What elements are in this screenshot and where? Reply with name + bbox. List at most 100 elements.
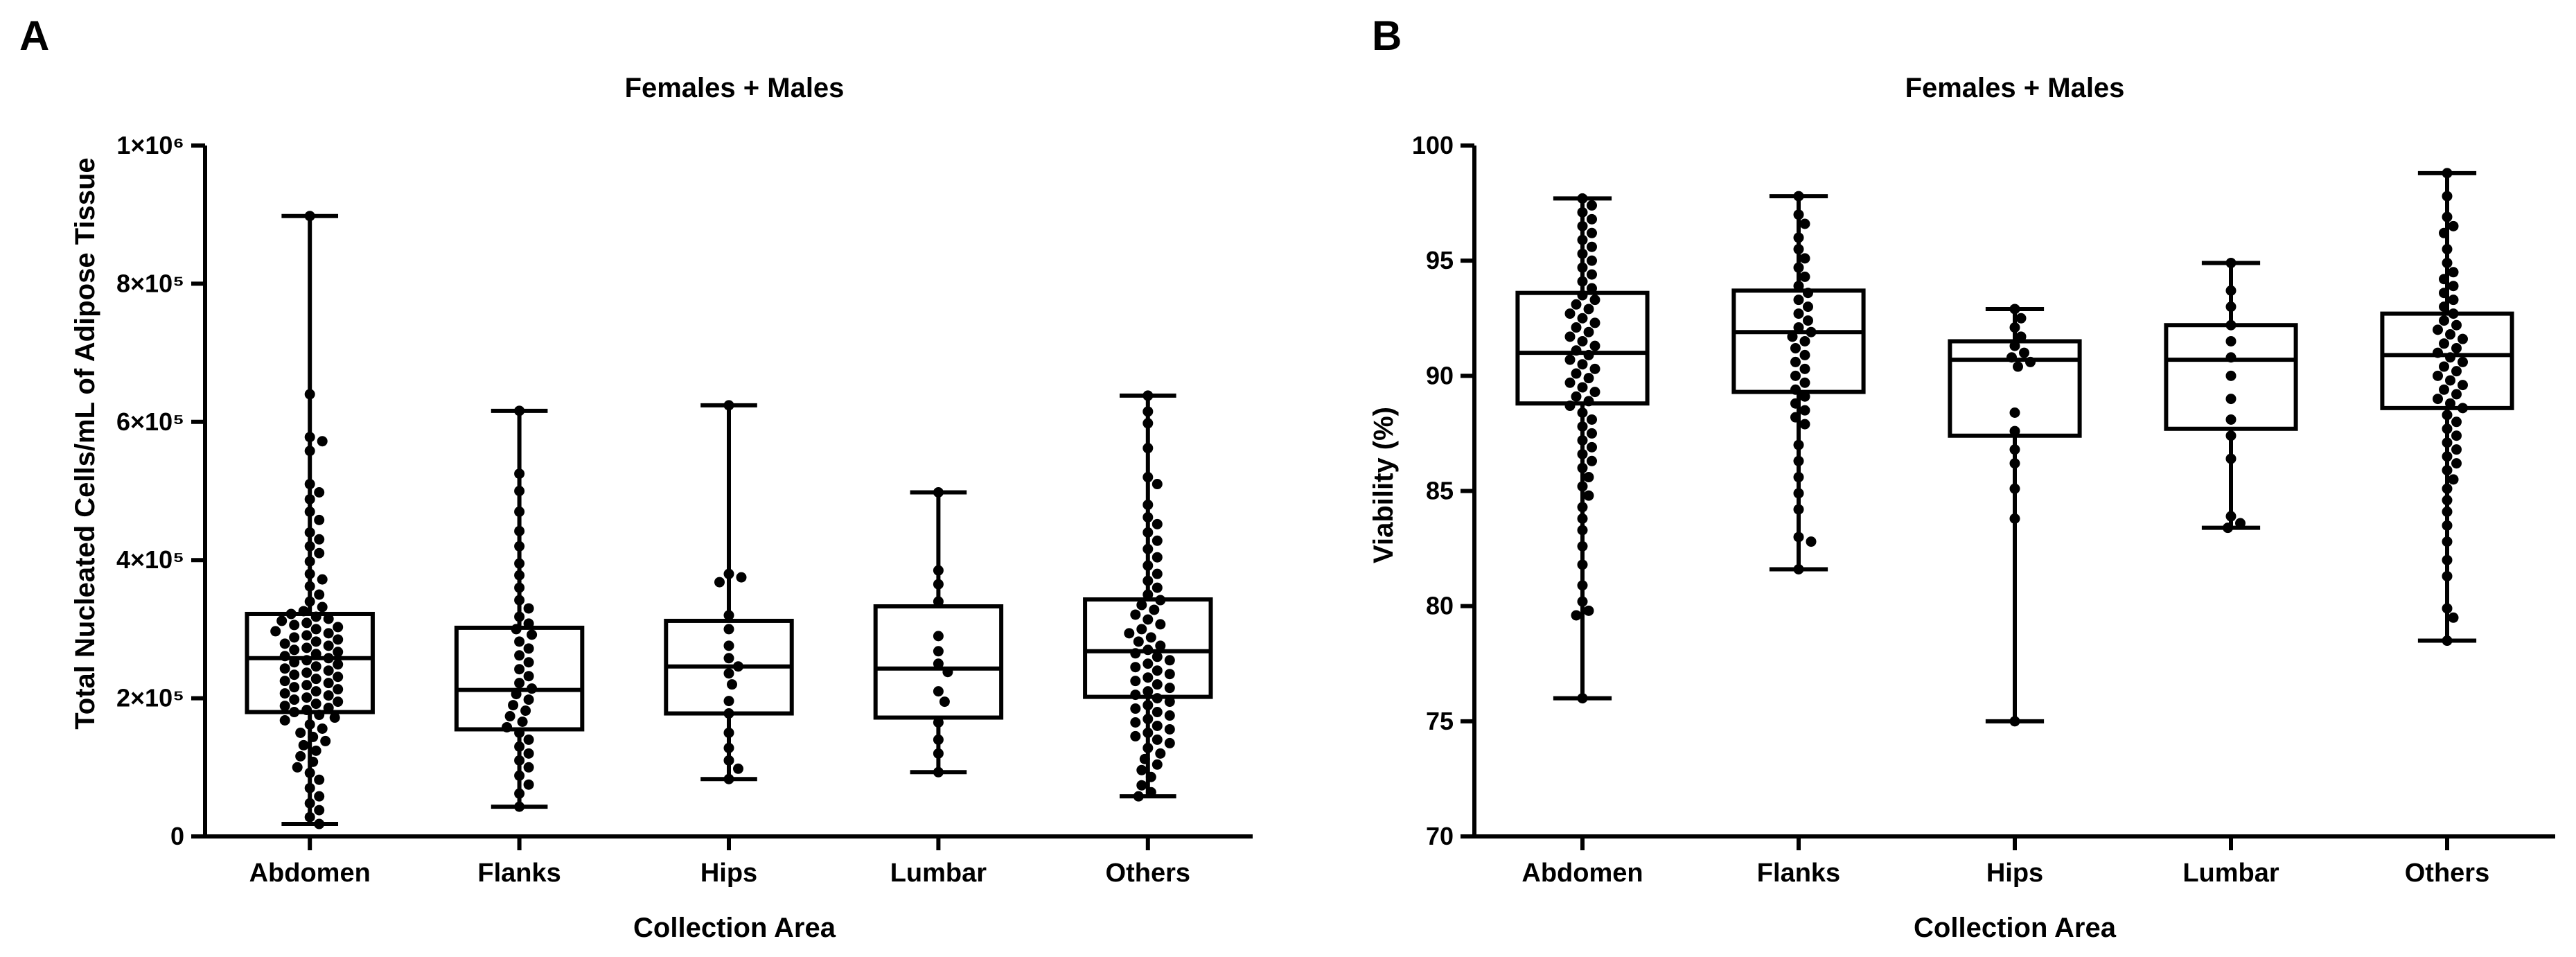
- data-point: [323, 640, 334, 651]
- data-point: [1587, 455, 1597, 466]
- data-point: [1587, 255, 1597, 266]
- data-point: [2451, 430, 2462, 441]
- data-point: [1799, 363, 1810, 374]
- data-point: [1577, 580, 1588, 591]
- data-point: [333, 696, 344, 708]
- data-point: [279, 651, 290, 662]
- data-point: [289, 707, 300, 718]
- data-point: [317, 723, 328, 734]
- data-point: [2225, 414, 2237, 425]
- data-point: [1143, 575, 1154, 586]
- data-point: [1793, 244, 1804, 255]
- data-point: [2009, 407, 2020, 419]
- data-point: [733, 763, 743, 774]
- data-point: [2439, 315, 2449, 326]
- data-point: [1130, 730, 1141, 741]
- data-point: [723, 668, 734, 679]
- data-point: [308, 731, 319, 742]
- panel-b-x-tick-label: Flanks: [1757, 859, 1840, 888]
- data-point: [2009, 513, 2020, 524]
- data-point: [314, 589, 325, 600]
- data-point: [523, 734, 534, 745]
- data-point: [1583, 490, 1594, 501]
- data-point: [1799, 405, 1810, 416]
- data-point: [301, 692, 312, 703]
- data-point: [1799, 218, 1810, 229]
- data-point: [1143, 418, 1154, 429]
- data-point: [1793, 262, 1804, 273]
- data-point: [1143, 406, 1154, 417]
- panel-a-box-abdomen: [245, 211, 375, 829]
- data-point: [2442, 211, 2453, 222]
- data-point: [2442, 191, 2453, 202]
- data-point: [1164, 710, 1175, 721]
- data-point: [2225, 370, 2237, 381]
- data-point: [1143, 727, 1154, 738]
- data-point: [1577, 541, 1588, 552]
- data-point: [304, 798, 315, 809]
- data-point: [1583, 605, 1594, 616]
- data-point: [2442, 437, 2453, 448]
- panel-b-y-tick-label: 75: [1426, 707, 1454, 735]
- data-point: [310, 649, 321, 660]
- data-point: [1143, 390, 1154, 401]
- data-point: [1130, 717, 1141, 728]
- data-point: [2225, 430, 2237, 441]
- data-point: [1793, 322, 1804, 333]
- data-point: [1803, 315, 1813, 326]
- data-point: [314, 791, 325, 802]
- data-point: [1164, 737, 1175, 748]
- data-point: [1587, 441, 1597, 453]
- data-point: [736, 572, 747, 583]
- data-point: [2439, 338, 2449, 349]
- panel-a-title: Females + Males: [625, 73, 845, 103]
- data-point: [2448, 295, 2459, 306]
- data-point: [1799, 391, 1810, 402]
- data-point: [301, 642, 312, 653]
- data-point: [1583, 326, 1594, 337]
- data-point: [1571, 610, 1582, 621]
- data-point: [1145, 632, 1156, 643]
- data-point: [723, 742, 734, 753]
- data-point: [723, 568, 734, 579]
- panel-a-x-axis-label: Collection Area: [633, 913, 836, 943]
- data-point: [514, 755, 525, 766]
- data-point: [723, 773, 734, 784]
- data-point: [514, 770, 525, 781]
- panel-a-y-tick-label: 2×10⁵: [116, 684, 184, 712]
- panel-b-title: Females + Males: [1905, 73, 2125, 103]
- data-point: [310, 624, 321, 635]
- data-point: [1803, 301, 1813, 313]
- data-point: [1799, 335, 1810, 346]
- data-point: [514, 541, 525, 552]
- data-point: [1143, 658, 1154, 669]
- data-point: [2442, 603, 2453, 614]
- data-point: [323, 703, 334, 714]
- data-point: [1143, 700, 1154, 711]
- data-point: [1577, 193, 1588, 204]
- data-point: [289, 620, 300, 631]
- data-point: [514, 636, 525, 647]
- data-point: [1803, 288, 1813, 299]
- data-point: [504, 711, 515, 722]
- data-point: [304, 767, 315, 778]
- data-point: [304, 596, 315, 607]
- data-point: [310, 636, 321, 647]
- data-point: [514, 788, 525, 799]
- data-point: [1571, 391, 1582, 402]
- data-point: [1787, 331, 1798, 342]
- panel-a-x-tick-label: Lumbar: [890, 859, 987, 888]
- data-point: [2445, 398, 2455, 409]
- data-point: [714, 577, 725, 588]
- data-point: [1793, 232, 1804, 243]
- data-point: [279, 688, 290, 699]
- panel-b-x-axis-label: Collection Area: [1914, 913, 2117, 943]
- data-point: [333, 671, 344, 683]
- data-point: [1130, 648, 1141, 659]
- data-point: [310, 745, 321, 756]
- panel-a-box-others: [1083, 390, 1213, 802]
- data-point: [514, 727, 525, 738]
- data-point: [314, 486, 325, 498]
- panel-a-x-tick-label: Others: [1106, 859, 1190, 888]
- data-point: [2225, 394, 2237, 405]
